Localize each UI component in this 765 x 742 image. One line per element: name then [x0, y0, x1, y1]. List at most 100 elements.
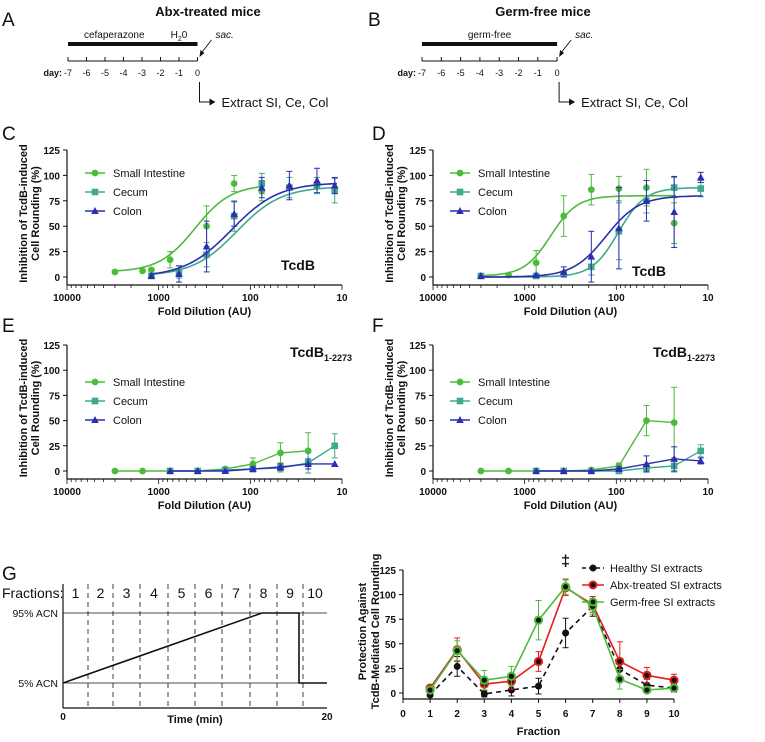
g-x-tick-label: 1 — [427, 709, 433, 720]
panel-c-x-tick-label: 1000 — [148, 293, 171, 304]
panel-d-data-point — [615, 224, 623, 232]
panel-d-y-tick-label: 125 — [409, 146, 426, 157]
g-data-point — [562, 629, 570, 637]
panel-a-day-label: 0 — [195, 68, 200, 78]
panel-a-extract-label: Extract SI, Ce, Col — [222, 95, 329, 110]
panel-c-x-tick-label: 10 — [336, 293, 348, 304]
panel-e-legend-label: Small Intestine — [113, 377, 185, 389]
acn-95-label: 95% ACN — [12, 608, 58, 620]
panel-e-x-tick-label: 1000 — [148, 487, 171, 498]
fraction-number: 6 — [205, 585, 213, 601]
g-y-tick-label: 75 — [385, 615, 397, 626]
panel-f-data-point — [697, 447, 705, 455]
panel-b-extract-arrow — [558, 82, 572, 103]
fraction-number: 9 — [286, 585, 294, 601]
panel-e-legend-label: Cecum — [113, 396, 148, 408]
panel-e-data-point — [166, 467, 174, 474]
panel-e-legend-marker — [91, 416, 99, 423]
g-y-axis-label: Protection Against — [357, 582, 369, 680]
g-data-point — [561, 582, 571, 592]
panel-e-y-axis-label: Cell Rounding (%) — [30, 360, 42, 455]
g-data-point — [479, 675, 489, 685]
panel-b-timeline: B Germ-free mice -7 -6 -5 -4 -3 -2 -1 0 day: germ-f… — [368, 4, 688, 110]
g-x-tick-label: 2 — [454, 709, 460, 720]
panel-f-x-tick-label: 1000 — [514, 487, 537, 498]
time-end-label: 20 — [321, 712, 333, 723]
panel-a-panel-letter: A — [2, 10, 15, 31]
panel-f-data-point — [477, 467, 485, 475]
panel-a-day-label: -7 — [64, 68, 72, 78]
panel-g-chart: 0 25 50 75 100 125 0 1 2 3 4 5 6 7 8 9 10 Fraction Protect… — [357, 553, 722, 738]
panel-d-legend-label: Small Intestine — [478, 168, 550, 180]
panel-e-data-point — [249, 464, 257, 472]
panel-e-data-point — [330, 459, 339, 467]
fractions-caption: Fractions: — [2, 585, 63, 601]
panel-b-sac-label: sac. — [575, 30, 593, 41]
g-x-tick-label: 7 — [590, 709, 596, 720]
g-x-axis-label: Fraction — [517, 726, 561, 738]
g-y-tick-label: 100 — [379, 591, 396, 602]
g-series-line — [429, 605, 675, 696]
g-series-line — [429, 585, 675, 691]
panel-d-legend-marker — [456, 207, 464, 214]
panel-d-legend-label: Cecum — [478, 187, 513, 199]
g-data-point — [615, 656, 625, 667]
panel-c-y-axis-label: Inhibition of TcdB-induced — [18, 144, 30, 283]
panel-d-y-axis-label: Inhibition of TcdB-induced — [384, 144, 396, 283]
panel-a-day-label: -3 — [138, 68, 146, 78]
panel-e-x-tick-label: 100 — [242, 487, 259, 498]
panel-f-y-tick-label: 0 — [420, 467, 426, 478]
panel-c-data-point — [230, 180, 238, 187]
panel-f-legend-marker — [456, 416, 464, 423]
panel-f-data-point — [642, 459, 651, 467]
panel-c-data-point — [148, 266, 155, 274]
g-data-point — [669, 675, 679, 685]
g-series-germ-free-si-extracts — [425, 578, 679, 695]
g-legend-label: Abx-treated SI extracts — [610, 580, 722, 592]
panel-d-x-tick-label: 100 — [608, 293, 625, 304]
panel-c-fit-curve — [112, 185, 264, 272]
g-legend: Healthy SI extracts Abx-treated SI extrac… — [582, 563, 722, 609]
panel-f-x-tick-label: 10000 — [419, 487, 447, 498]
g-data-point — [453, 662, 461, 670]
panel-b-treatment-label: germ-free — [468, 30, 512, 41]
panel-c-legend-label: Small Intestine — [113, 168, 185, 180]
panel-a-day-label: -4 — [119, 68, 127, 78]
g-significance-marker: ‡ — [561, 553, 570, 570]
panel-b-extract-label: Extract SI, Ce, Col — [581, 95, 688, 110]
panel-e-legend-marker — [91, 378, 99, 386]
g-y-tick-label: 125 — [379, 566, 396, 577]
panel-d-y-tick-label: 0 — [420, 273, 426, 284]
panel-d-chart: D 0 25 50 75 100 125 10000 1000 100 10 Fold Dilutio… — [372, 124, 714, 318]
panel-d-series-colon — [477, 171, 705, 283]
panel-c-legend: Small Intestine Cecum Colon — [85, 168, 185, 218]
panel-e-x-axis-label: Fold Dilution (AU) — [158, 500, 252, 512]
fraction-number: 2 — [97, 585, 105, 601]
panel-c-legend-marker — [91, 169, 99, 177]
g-data-point — [642, 685, 652, 695]
panel-c-y-axis-label: Cell Rounding (%) — [30, 166, 42, 261]
panel-a-timeline: A Abx-treated mice -7 -6 -5 -4 -3 -2 -1 0 day: cefa… — [2, 4, 329, 110]
g-legend-label: Germ-free SI extracts — [610, 597, 716, 609]
panel-d-data-point — [587, 252, 596, 260]
panel-e-data-point — [304, 459, 312, 467]
panel-e-data-point — [193, 467, 202, 474]
panel-f-annotation: TcdB1-2273 — [653, 344, 715, 363]
panel-d-x-tick-label: 1000 — [514, 293, 537, 304]
panel-a-extract-arrowhead — [209, 98, 216, 106]
panel-b-day-label: -4 — [476, 68, 484, 78]
gradient-trace — [62, 612, 327, 684]
panel-b-day-label: -2 — [514, 68, 522, 78]
panel-f-y-tick-label: 100 — [409, 366, 426, 377]
panel-c-legend-label: Colon — [113, 206, 142, 218]
fraction-number: 1 — [72, 585, 80, 601]
panel-e-y-tick-label: 50 — [49, 417, 61, 428]
panel-c-y-tick-label: 0 — [54, 273, 60, 284]
panel-f-legend-label: Colon — [478, 415, 507, 427]
panel-e-y-tick-label: 100 — [43, 366, 60, 377]
g-y-axis-label: TcdB-Mediated Cell Rounding — [370, 554, 382, 710]
panel-d-x-tick-label: 10 — [702, 293, 714, 304]
panel-d-data-point — [670, 207, 678, 215]
g-data-point — [615, 674, 625, 684]
panel-f-chart: F 0 25 50 75 100 125 10000 1000 100 10 Fold Dilutio… — [372, 316, 715, 512]
